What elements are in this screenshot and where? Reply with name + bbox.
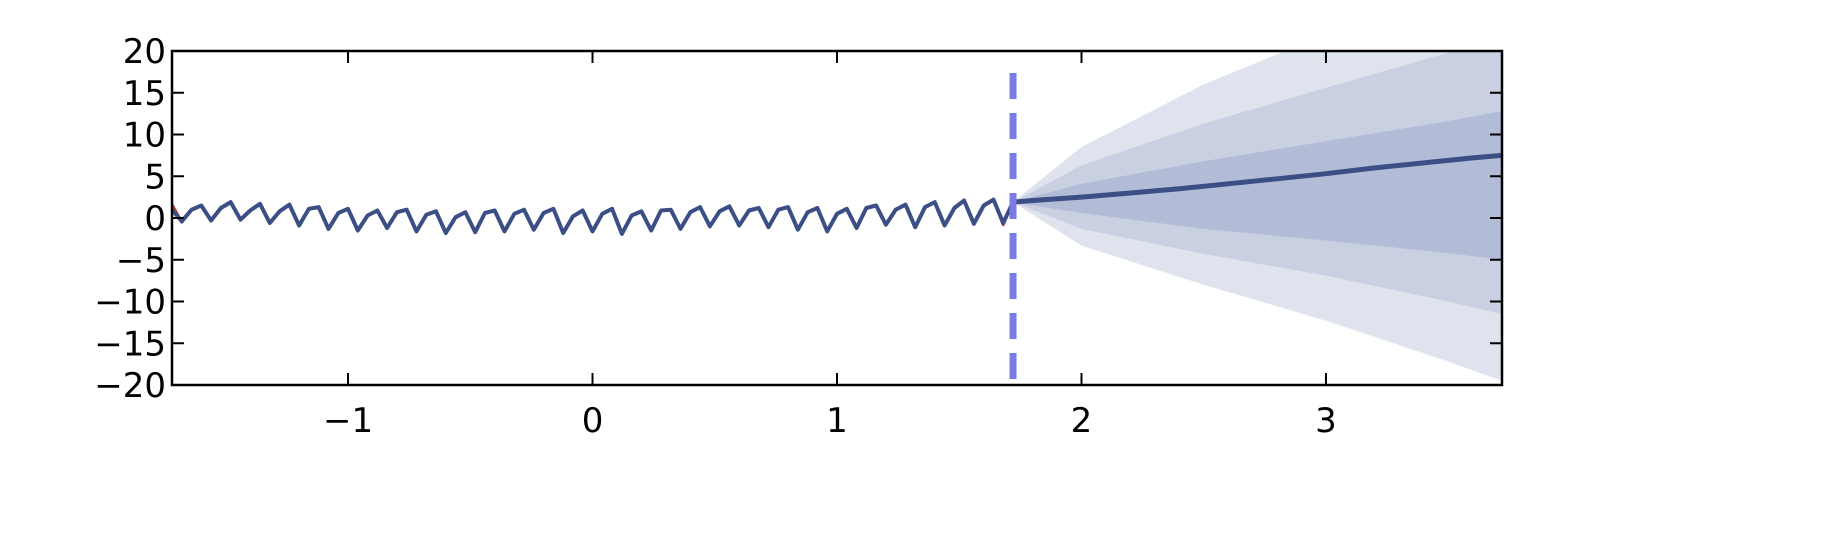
y-tick-label: 15 [123, 74, 166, 114]
series-lines [172, 152, 1502, 236]
y-tick-label: 0 [144, 199, 166, 239]
x-tick-label: 2 [1071, 401, 1093, 441]
x-tick-label: 3 [1315, 401, 1337, 441]
axis-ticks [172, 50, 1502, 386]
y-tick-label: 10 [123, 116, 166, 156]
fitted-series-line [172, 197, 1015, 236]
y-tick-label: −5 [116, 241, 166, 281]
x-tick-label: −1 [323, 401, 373, 441]
forecast-mean-line [1012, 152, 1502, 205]
x-tick-label: 1 [826, 401, 848, 441]
x-tick-label: 0 [582, 401, 604, 441]
y-tick-label: 20 [123, 32, 166, 72]
y-tick-label: −15 [94, 324, 166, 364]
uncertainty-band-3 [1013, 111, 1502, 260]
y-tick-label: −20 [94, 366, 166, 406]
y-tick-label: −10 [94, 283, 166, 323]
y-tick-label: 5 [144, 157, 166, 197]
